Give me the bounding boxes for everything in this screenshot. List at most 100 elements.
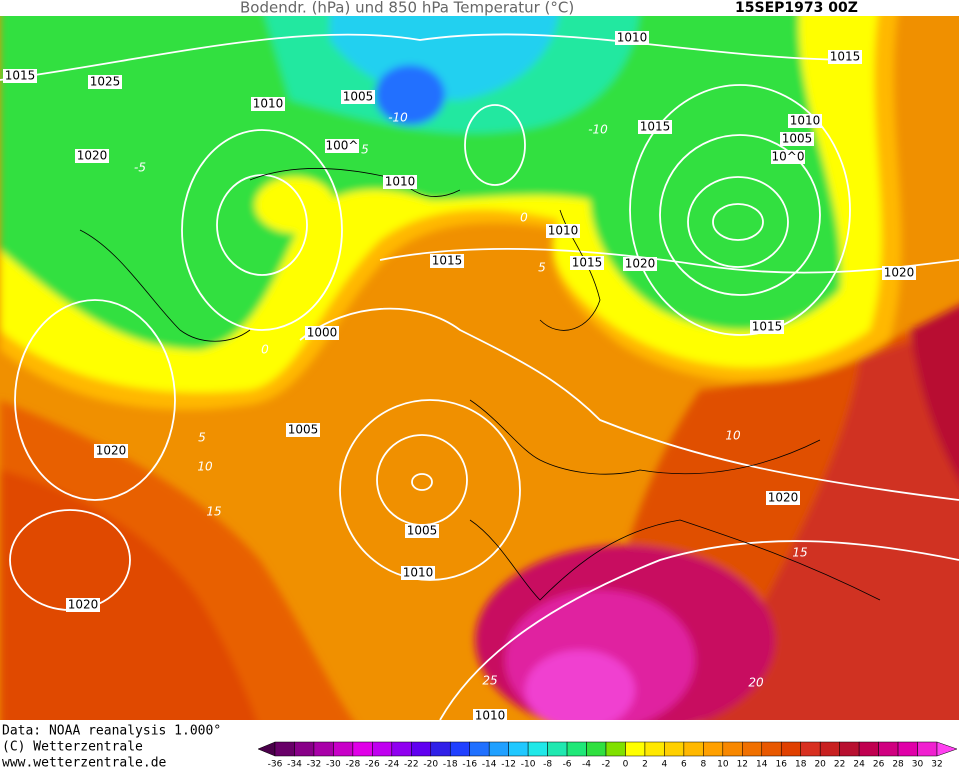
colorbar-box bbox=[625, 741, 646, 757]
colorbar-tick-label: 8 bbox=[700, 760, 706, 770]
colorbar-tick-label: 28 bbox=[892, 760, 904, 770]
colorbar-box bbox=[605, 741, 626, 757]
colorbar-tick-label: -4 bbox=[582, 760, 591, 770]
colorbar-box bbox=[566, 741, 587, 757]
colorbar-box bbox=[703, 741, 724, 757]
colorbar-tick-label: -22 bbox=[404, 760, 419, 770]
isobar-label-box bbox=[3, 69, 37, 83]
temperature-label: -10 bbox=[388, 111, 408, 125]
temperature-label: -5 bbox=[134, 161, 146, 175]
temperature-label: 5 bbox=[538, 261, 546, 275]
colorbar-tick-label: 16 bbox=[776, 760, 788, 770]
isobar-label: 1010 bbox=[548, 224, 579, 238]
colorbar-tick-label: 18 bbox=[795, 760, 807, 770]
isobar-label-box bbox=[771, 150, 805, 164]
isobar-label-box bbox=[750, 320, 784, 334]
colorbar-box bbox=[897, 741, 918, 757]
isobar-label-box bbox=[251, 97, 285, 111]
temperature-label: 15 bbox=[792, 546, 807, 560]
colorbar-box bbox=[644, 741, 665, 757]
colorbar-tick-label: -32 bbox=[307, 760, 322, 770]
colorbar-box bbox=[878, 741, 899, 757]
colorbar-tick-label: 26 bbox=[873, 760, 885, 770]
isobar-label: 1000 bbox=[307, 326, 338, 340]
colorbar-tick-label: -28 bbox=[346, 760, 361, 770]
colorbar-box bbox=[294, 741, 315, 757]
colorbar-box bbox=[333, 741, 354, 757]
colorbar-box bbox=[761, 741, 782, 757]
colorbar-tick-label: -30 bbox=[326, 760, 341, 770]
isobar-label: 1015 bbox=[830, 50, 861, 64]
temperature-label: 10 bbox=[725, 429, 741, 443]
isobar-label-box bbox=[828, 50, 862, 64]
colorbar-box bbox=[800, 741, 821, 757]
isobar-label-box bbox=[473, 709, 507, 723]
colorbar-box bbox=[547, 741, 568, 757]
colorbar-tick-label: 10 bbox=[717, 760, 729, 770]
isobar-label: 1010 bbox=[790, 114, 821, 128]
colorbar-tick-label: -36 bbox=[268, 760, 283, 770]
colorbar-tick-label: 30 bbox=[912, 760, 924, 770]
isobar-label-box bbox=[570, 256, 604, 270]
colorbar-box bbox=[722, 741, 743, 757]
map-title: Bodendr. (hPa) und 850 hPa Temperatur (°… bbox=[240, 0, 574, 17]
isobar-label-box bbox=[546, 224, 580, 238]
isobar-label-box bbox=[383, 175, 417, 189]
colorbar-box bbox=[469, 741, 490, 757]
isobar-label-box bbox=[75, 149, 109, 163]
colorbar-box bbox=[313, 741, 334, 757]
colorbar-box bbox=[780, 741, 801, 757]
colorbar-tick-label: -2 bbox=[602, 760, 611, 770]
isobar-label-box bbox=[94, 444, 128, 458]
isobar-label-box bbox=[788, 114, 822, 128]
temperature-label: 5 bbox=[361, 143, 369, 157]
temperature-label: 10 bbox=[197, 460, 213, 474]
isobar-label: 1010 bbox=[253, 97, 284, 111]
colorbar-box bbox=[508, 741, 529, 757]
map bbox=[0, 16, 959, 720]
colorbar-tick-label: -12 bbox=[501, 760, 516, 770]
isobar-label: 1010 bbox=[385, 175, 416, 189]
colorbar-box bbox=[917, 741, 938, 757]
footer-line: Data: NOAA reanalysis 1.000° bbox=[2, 724, 221, 739]
colorbar-tick-label: 12 bbox=[737, 760, 748, 770]
isobar-label: 1020 bbox=[96, 444, 127, 458]
map-date: 15SEP1973 00Z bbox=[735, 0, 858, 16]
isobar-label: 10^0 bbox=[772, 150, 805, 164]
colorbar-tick-label: -20 bbox=[423, 760, 438, 770]
colorbar-box bbox=[488, 741, 509, 757]
colorbar-tick-label: -26 bbox=[365, 760, 380, 770]
temperature-label: -10 bbox=[588, 123, 608, 137]
temperature-label: 0 bbox=[261, 343, 269, 357]
isobar-label-box bbox=[615, 31, 649, 45]
isobar-label: 1015 bbox=[640, 120, 671, 134]
temperature-label: 5 bbox=[198, 431, 206, 445]
isobar-label: 1015 bbox=[432, 254, 463, 268]
colorbar-tick-label: 0 bbox=[623, 760, 629, 770]
isobar-label-box bbox=[638, 120, 672, 134]
colorbar-box bbox=[586, 741, 607, 757]
colorbar-tick-label: -16 bbox=[462, 760, 477, 770]
isobar-label: 1020 bbox=[625, 257, 656, 271]
isobar-label: 1025 bbox=[90, 75, 121, 89]
colorbar-tick-label: -24 bbox=[384, 760, 399, 770]
isobar-label: 1020 bbox=[68, 598, 99, 612]
isobar-label-box bbox=[430, 254, 464, 268]
temperature-label: 0 bbox=[520, 211, 528, 225]
isobar-label-box bbox=[66, 598, 100, 612]
colorbar-box bbox=[839, 741, 860, 757]
colorbar-box bbox=[352, 741, 373, 757]
isobar-label-box bbox=[623, 257, 657, 271]
isobar-label: 1010 bbox=[403, 566, 434, 580]
colorbar-tick-label: 24 bbox=[853, 760, 865, 770]
temperature-label: 25 bbox=[482, 674, 497, 688]
isobar-label: 1020 bbox=[77, 149, 108, 163]
colorbar-box bbox=[819, 741, 840, 757]
isobar-label: 1015 bbox=[5, 69, 36, 83]
isobar-label: 1005 bbox=[343, 90, 374, 104]
isobar-label: 1010 bbox=[475, 709, 506, 723]
colorbar-box bbox=[742, 741, 763, 757]
isobar-label: 1005 bbox=[407, 524, 438, 538]
colorbar-tick-label: 4 bbox=[662, 760, 668, 770]
colorbar-tick-label: -10 bbox=[521, 760, 536, 770]
